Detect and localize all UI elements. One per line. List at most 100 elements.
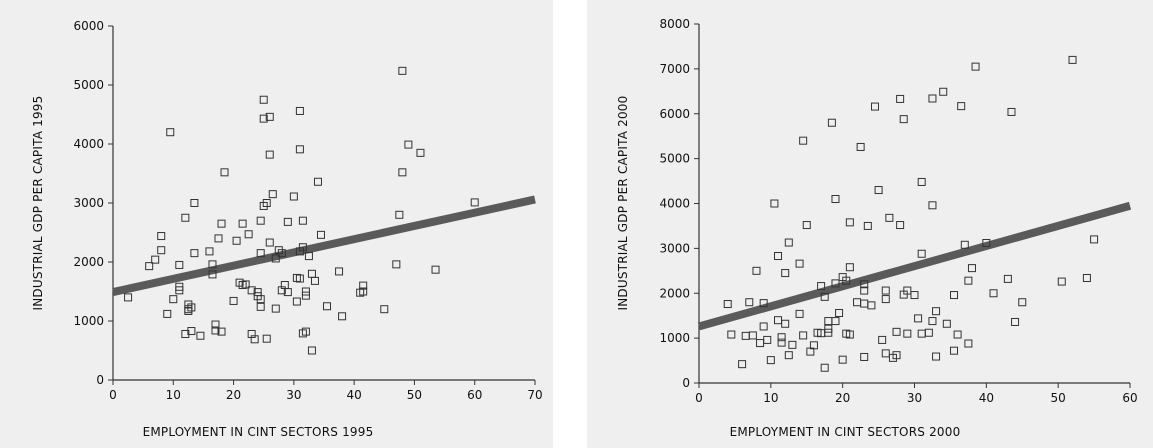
data-point <box>885 213 894 222</box>
data-point <box>860 280 869 289</box>
data-point <box>784 238 793 247</box>
x-axis-title: EMPLOYMENT IN CINT SECTORS 2000 <box>730 425 961 439</box>
data-point <box>1082 273 1091 282</box>
data-point <box>277 249 286 258</box>
data-point <box>874 186 883 195</box>
data-point <box>265 238 274 247</box>
data-point <box>1003 274 1012 283</box>
data-point <box>827 118 836 127</box>
data-point <box>431 265 440 274</box>
x-tick-label: 50 <box>407 388 422 402</box>
data-point <box>788 340 797 349</box>
trend-line <box>112 195 536 296</box>
data-point <box>817 282 826 291</box>
data-point <box>301 287 310 296</box>
data-point <box>298 243 307 252</box>
data-point <box>232 236 241 245</box>
x-tick-label: 20 <box>226 388 241 402</box>
data-point <box>1011 317 1020 326</box>
data-point <box>781 269 790 278</box>
trend-line <box>697 201 1132 331</box>
data-point <box>470 198 479 207</box>
data-point <box>860 352 869 361</box>
chart-panel-2000: 0 1000 2000 3000 4000 5000 6000 7000 8000 0 10 20 30… <box>587 0 1153 448</box>
data-point <box>910 291 919 300</box>
data-point <box>359 281 368 290</box>
data-point <box>964 339 973 348</box>
data-point <box>229 296 238 305</box>
data-point <box>307 346 316 355</box>
data-point <box>928 94 937 103</box>
data-point <box>316 230 325 239</box>
data-point <box>838 355 847 364</box>
data-point <box>217 327 226 336</box>
data-point <box>271 254 280 263</box>
data-point <box>799 136 808 145</box>
data-point <box>878 335 887 344</box>
scatter-chart-2000: 0 1000 2000 3000 4000 5000 6000 7000 8000 0 10 20 30… <box>616 17 1138 439</box>
data-point <box>1057 277 1066 286</box>
data-point <box>265 150 274 159</box>
data-point <box>738 360 747 369</box>
y-tick-label: 6000 <box>73 19 104 33</box>
data-point <box>1090 235 1099 244</box>
data-point <box>777 338 786 347</box>
data-point <box>1068 55 1077 64</box>
data-point <box>781 319 790 328</box>
data-point <box>262 334 271 343</box>
data-point <box>795 259 804 268</box>
data-point <box>835 308 844 317</box>
data-point <box>824 317 833 326</box>
data-point <box>416 148 425 157</box>
x-tick-label: 50 <box>1051 391 1066 405</box>
y-tick-label: 7000 <box>659 62 690 76</box>
y-tick-label: 4000 <box>659 197 690 211</box>
data-point <box>831 317 840 326</box>
chart-panel-1995: 0 1000 2000 3000 4000 5000 6000 0 10 20 30 40 50 60 70… <box>0 0 553 448</box>
data-point <box>256 302 265 311</box>
data-point <box>928 317 937 326</box>
data-point <box>304 252 313 261</box>
y-tick-label: 1000 <box>659 331 690 345</box>
data-point <box>262 199 271 207</box>
data-point <box>256 216 265 225</box>
data-point <box>953 330 962 339</box>
y-tick-label: 1000 <box>73 314 104 328</box>
data-point <box>863 221 872 230</box>
x-tick-label: 70 <box>527 388 542 402</box>
data-point <box>917 329 926 338</box>
y-tick-label: 2000 <box>73 255 104 269</box>
data-point <box>359 287 368 296</box>
data-point <box>247 286 256 295</box>
data-point <box>395 210 404 219</box>
data-point <box>283 217 292 226</box>
data-point <box>759 322 768 331</box>
y-tick-label: 0 <box>96 373 104 387</box>
data-point <box>175 260 184 269</box>
data-point <box>211 320 220 329</box>
data-point <box>187 303 196 312</box>
data-point <box>398 168 407 177</box>
y-tick-label: 5000 <box>659 152 690 166</box>
data-point <box>295 274 304 283</box>
y-axis-title: INDUSTRIAL GDP PER CAPITA 2000 <box>616 96 630 311</box>
data-point <box>256 249 265 258</box>
scatter-chart-1995: 0 1000 2000 3000 4000 5000 6000 0 10 20 30 40 50 60 70… <box>31 19 543 439</box>
data-point <box>903 329 912 338</box>
data-point <box>770 199 779 208</box>
data-point <box>157 232 166 241</box>
x-tick-label: 0 <box>695 391 703 405</box>
data-point <box>989 289 998 298</box>
data-point <box>820 363 829 372</box>
y-tick-label: 3000 <box>659 241 690 255</box>
data-point <box>723 300 732 309</box>
data-point <box>928 201 937 210</box>
x-tick-label: 60 <box>1122 391 1137 405</box>
data-point <box>964 276 973 285</box>
x-tick-label: 20 <box>835 391 850 405</box>
x-tick-label: 10 <box>166 388 181 402</box>
data-point <box>824 328 833 337</box>
data-point <box>774 316 783 325</box>
data-point <box>157 246 166 255</box>
data-point <box>166 128 175 137</box>
